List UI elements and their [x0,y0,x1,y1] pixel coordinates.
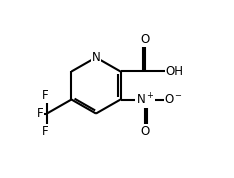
Text: OH: OH [165,65,183,78]
Text: F: F [42,89,49,102]
Text: N: N [91,51,100,64]
Text: F: F [37,107,44,120]
Text: F: F [42,125,49,138]
Text: O$^-$: O$^-$ [165,93,183,106]
Text: N$^+$: N$^+$ [136,92,154,107]
Text: O: O [140,33,150,46]
Text: O: O [140,125,150,138]
